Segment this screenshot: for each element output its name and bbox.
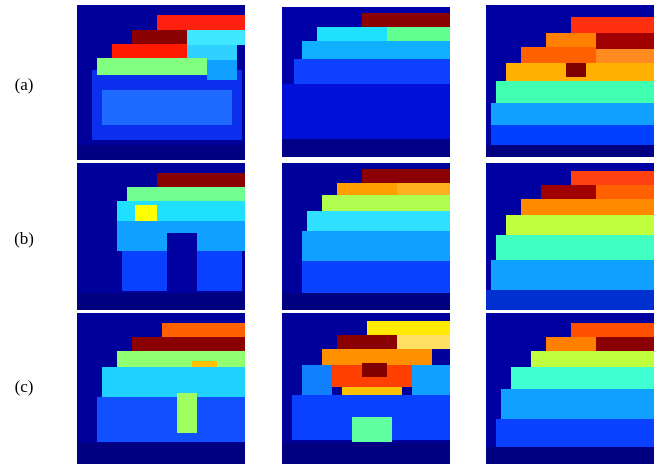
heatmap-cell [97, 397, 245, 442]
heatmap-cell [294, 59, 450, 84]
heatmap-cell [282, 293, 450, 310]
heatmap-cell [521, 47, 596, 63]
heatmap-cell [322, 349, 432, 365]
heatmap-cell [387, 27, 450, 41]
heatmap-cell [187, 30, 245, 45]
heatmap-cell [496, 419, 654, 447]
heatmap-cell [282, 443, 450, 464]
heatmap-cell [177, 393, 197, 433]
heatmap [77, 163, 245, 310]
heatmap-cell [132, 337, 245, 351]
heatmap-cell [486, 447, 654, 464]
heatmap-cell [282, 139, 450, 157]
heatmap-cell [531, 351, 654, 367]
heatmap [282, 7, 450, 157]
heatmap-cell [501, 389, 654, 419]
heatmap-cell [491, 103, 654, 125]
heatmap-cell [187, 45, 237, 60]
heatmap-cell [511, 367, 654, 389]
heatmap-cell [132, 30, 187, 44]
heatmap [282, 163, 450, 310]
heatmap-cell [571, 17, 654, 33]
heatmap-cell [135, 205, 157, 223]
heatmap-cell [302, 231, 450, 261]
heatmap-cell [77, 443, 245, 464]
heatmap-cell [496, 81, 654, 103]
heatmap-cell [486, 145, 654, 157]
heatmap-cell [596, 185, 654, 199]
heatmap-cell [157, 173, 245, 187]
row-label: (c) [15, 377, 34, 396]
heatmap-cell [571, 171, 654, 185]
heatmap [486, 163, 654, 310]
heatmap-cell [302, 41, 450, 59]
heatmap-cell [491, 260, 654, 290]
heatmap-cell [162, 323, 245, 337]
heatmap-cell [307, 211, 450, 231]
heatmap [77, 313, 245, 464]
heatmap-cell [546, 337, 596, 351]
heatmap-cell [207, 60, 237, 80]
heatmap-cell [571, 323, 654, 337]
heatmap-cell [317, 27, 387, 41]
heatmap-cell [337, 183, 397, 195]
heatmap [486, 5, 654, 157]
figure: (a) (b) (c) [0, 0, 661, 464]
heatmap-cell [521, 199, 654, 215]
heatmap-cell [102, 367, 245, 397]
heatmap [282, 313, 450, 464]
heatmap-cell [282, 84, 450, 139]
row-label: (b) [14, 229, 34, 248]
heatmap-cell [596, 49, 654, 65]
heatmap-cell [337, 335, 397, 349]
heatmap-cell [541, 185, 596, 199]
heatmap-cell [157, 15, 245, 30]
heatmap-cell [397, 335, 450, 349]
heatmap-cell [352, 417, 392, 442]
heatmap-cell [486, 290, 654, 310]
heatmap-cell [77, 293, 245, 310]
heatmap-cell [112, 44, 187, 58]
heatmap-cell [127, 187, 245, 201]
heatmap-cell [167, 233, 197, 293]
heatmap-cell [102, 90, 232, 125]
heatmap-cell [322, 195, 450, 211]
heatmap-cell [596, 337, 654, 351]
heatmap-cell [362, 169, 450, 183]
heatmap-cell [77, 145, 245, 160]
heatmap-cell [302, 365, 332, 395]
heatmap-cell [367, 321, 450, 335]
heatmap-cell [496, 235, 654, 260]
heatmap-cell [412, 365, 450, 395]
heatmap [77, 5, 245, 160]
heatmap-cell [546, 33, 596, 47]
heatmap-cell [362, 13, 450, 27]
heatmap-cell [117, 351, 245, 367]
heatmap-cell [397, 183, 450, 195]
heatmap-cell [491, 125, 654, 145]
heatmap-cell [362, 363, 387, 377]
heatmap-cell [97, 58, 207, 75]
row-label: (a) [15, 75, 34, 94]
heatmap-cell [566, 63, 586, 77]
heatmap [486, 313, 654, 464]
heatmap-cell [302, 261, 450, 293]
heatmap-cell [596, 33, 654, 49]
heatmap-cell [506, 215, 654, 235]
